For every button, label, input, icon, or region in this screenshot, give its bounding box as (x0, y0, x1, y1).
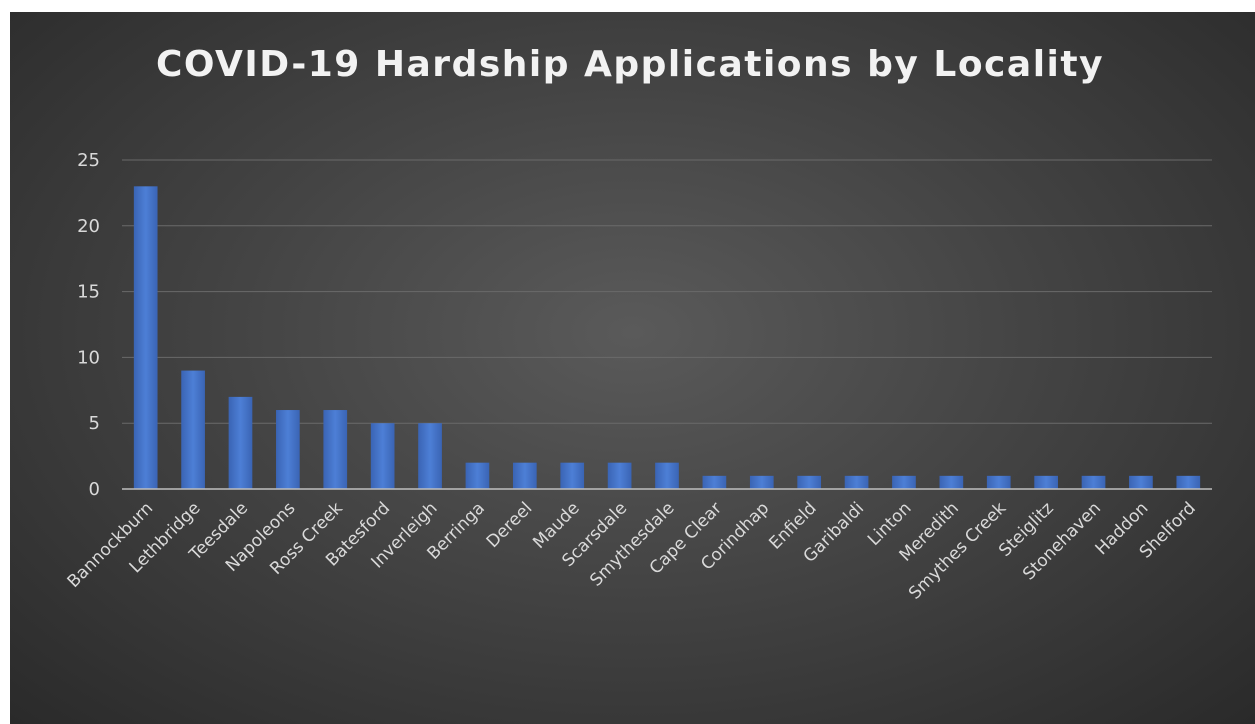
y-tick-label: 0 (89, 479, 100, 500)
chart-area: COVID-19 Hardship Applications by Locali… (10, 12, 1255, 724)
bars (133, 186, 1201, 489)
bar-haddon (1129, 475, 1153, 489)
bar-napoleons (276, 410, 300, 489)
x-axis-labels: BannockburnLethbridgeTeesdaleNapoleonsRo… (64, 498, 1200, 603)
bar-linton (892, 475, 916, 489)
bar-smythes-creek (986, 475, 1011, 489)
bar-inverleigh (418, 423, 442, 489)
bar-shelford (1176, 475, 1201, 489)
y-axis-ticks: 0 5 10 15 20 25 (77, 150, 100, 500)
bar-teesdale (228, 396, 253, 489)
bar-chart: COVID-19 Hardship Applications by Locali… (64, 44, 1212, 604)
bar-berringa (465, 462, 490, 489)
bar-dereel (512, 462, 537, 489)
y-tick-label: 15 (77, 282, 100, 303)
bar-steiglitz (1034, 475, 1058, 489)
chart-title: COVID-19 Hardship Applications by Locali… (156, 44, 1104, 85)
bar-maude (560, 462, 585, 489)
bar-cape-clear (702, 475, 727, 489)
gridlines (122, 159, 1212, 424)
y-tick-label: 10 (77, 347, 100, 368)
x-category-label: Dereel (483, 498, 537, 552)
y-tick-label: 5 (89, 413, 100, 434)
bar-garibaldi (844, 475, 869, 489)
bar-scarsdale (607, 462, 632, 489)
y-tick-label: 25 (77, 150, 100, 171)
y-tick-label: 20 (77, 216, 100, 237)
bar-lethbridge (181, 370, 205, 489)
bar-bannockburn (133, 186, 158, 489)
bar-meredith (939, 475, 964, 489)
bar-ross-creek (323, 410, 348, 489)
bar-batesford (370, 423, 395, 489)
bar-enfield (797, 475, 822, 489)
bar-smythesdale (655, 462, 679, 489)
bar-corindhap (749, 475, 774, 489)
bar-stonehaven (1081, 475, 1106, 489)
